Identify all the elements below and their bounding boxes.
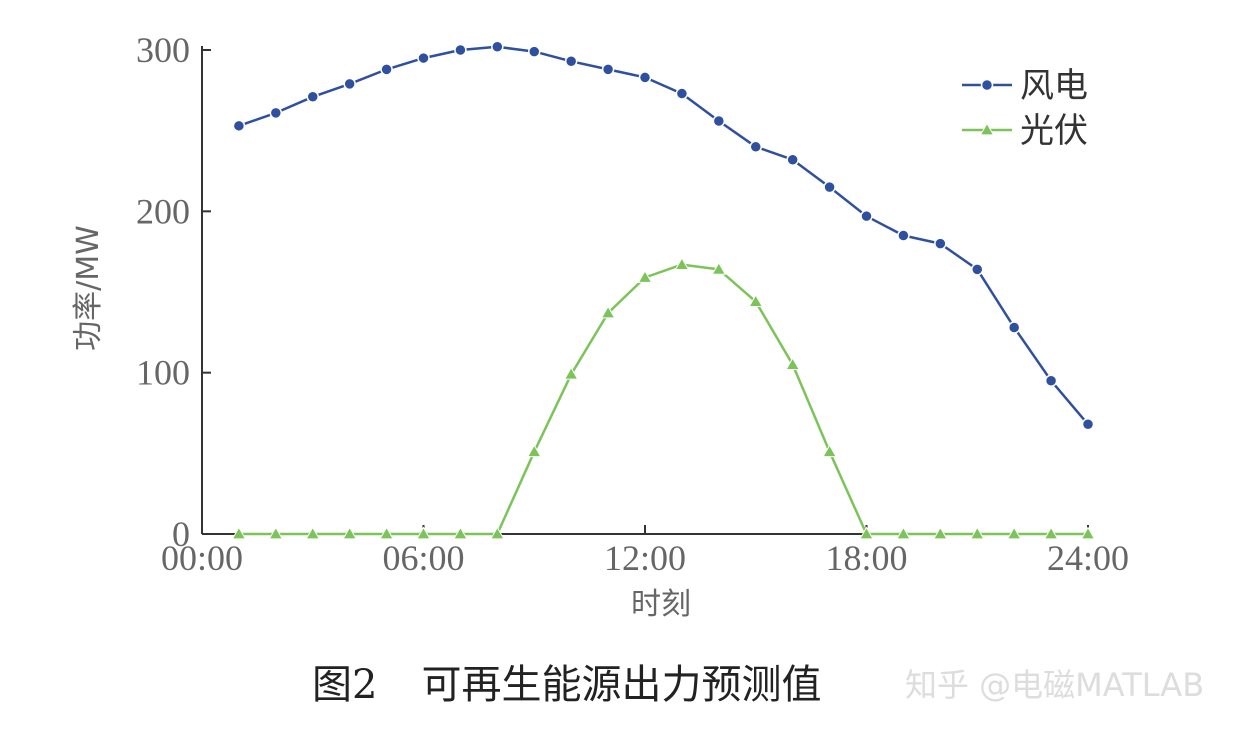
x-axis-title: 时刻	[631, 587, 691, 622]
data-point-solar	[342, 526, 358, 540]
figure-number: 图2	[312, 662, 378, 708]
data-point-wind	[417, 51, 430, 65]
data-point-solar	[969, 526, 985, 540]
data-point-wind	[1007, 321, 1021, 334]
watermark: 知乎 @电磁MATLAB	[905, 666, 1205, 704]
series-wind	[232, 40, 1095, 431]
x-tick-label: 24:00	[1047, 538, 1129, 578]
figure-caption: 图2 可再生能源出力预测值	[312, 652, 821, 710]
data-point-wind	[675, 87, 689, 100]
data-point-solar	[526, 444, 542, 458]
legend-item-solar: 光伏	[962, 111, 1088, 151]
data-point-solar	[268, 526, 284, 540]
series-layer	[231, 40, 1096, 540]
data-point-solar	[1043, 526, 1059, 540]
data-point-solar	[416, 526, 431, 540]
data-point-solar	[563, 366, 579, 380]
data-point-wind	[343, 77, 356, 91]
data-point-solar	[489, 526, 505, 540]
figure-caption-text: 可再生能源出力预测值	[421, 662, 822, 708]
data-point-wind	[971, 263, 984, 276]
x-tick-label: 12:00	[604, 538, 686, 578]
x-tick-label: 00:00	[161, 538, 243, 578]
data-point-solar	[231, 526, 247, 540]
x-tick-label: 06:00	[382, 538, 464, 578]
data-point-solar	[453, 526, 468, 540]
data-point-wind	[564, 55, 578, 68]
data-point-wind	[934, 237, 947, 250]
legend-label-wind: 风电	[1020, 66, 1088, 106]
data-point-solar	[748, 294, 764, 308]
data-point-solar	[600, 305, 616, 319]
axes: 0 100 200 300 00:00 06:00 12:00 18:00 24:00	[136, 30, 1129, 578]
data-point-solar	[305, 526, 321, 540]
data-point-wind	[712, 114, 726, 128]
data-point-solar	[1006, 526, 1022, 540]
data-point-solar	[674, 257, 690, 270]
series-solar-line	[238, 263, 1088, 536]
data-point-solar	[785, 357, 801, 370]
data-point-solar	[711, 261, 727, 275]
data-point-solar	[932, 526, 948, 540]
series-solar	[231, 257, 1096, 540]
data-point-solar	[1080, 526, 1096, 540]
data-point-solar	[379, 526, 394, 540]
data-point-wind	[786, 153, 799, 166]
data-point-wind	[491, 40, 504, 54]
data-point-wind	[232, 119, 246, 133]
y-axis-title: 功率/MW	[71, 225, 106, 351]
y-tick-label: 100	[136, 353, 190, 393]
data-point-wind	[1081, 418, 1095, 431]
data-point-wind	[380, 63, 393, 76]
y-tick-label: 0	[172, 514, 190, 554]
data-point-solar	[637, 269, 653, 283]
data-point-wind	[823, 180, 836, 194]
data-point-wind	[1044, 374, 1058, 387]
data-point-wind	[860, 209, 873, 223]
data-point-wind	[306, 90, 319, 104]
data-point-wind	[897, 229, 910, 242]
data-point-wind	[269, 106, 283, 120]
x-tick-label: 18:00	[825, 538, 907, 578]
data-point-wind	[749, 140, 762, 154]
data-point-wind	[601, 63, 615, 76]
data-point-wind	[528, 45, 541, 58]
data-point-solar	[859, 526, 874, 540]
data-point-wind	[454, 43, 467, 57]
legend-swatch-marker	[980, 78, 994, 92]
y-tick-label: 200	[136, 191, 190, 231]
legend-label-solar: 光伏	[1020, 111, 1088, 151]
y-tick-label: 300	[136, 30, 190, 70]
data-point-solar	[822, 444, 837, 458]
series-wind-line	[238, 45, 1089, 426]
data-point-solar	[896, 526, 911, 540]
legend-swatch-marker	[979, 122, 995, 136]
legend-item-wind: 风电	[962, 66, 1088, 106]
data-point-wind	[638, 71, 652, 84]
